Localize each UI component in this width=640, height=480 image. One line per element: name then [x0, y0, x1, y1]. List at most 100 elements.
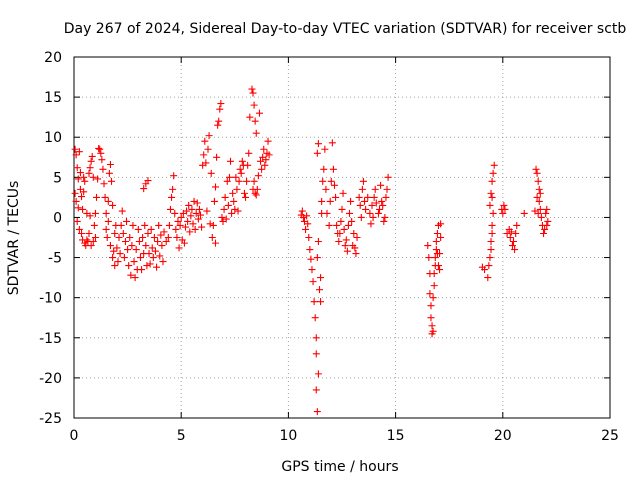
data-point — [159, 258, 167, 266]
data-point — [195, 205, 203, 213]
data-point — [481, 266, 489, 274]
x-axis-label: GPS time / hours — [281, 459, 398, 475]
data-point — [213, 153, 221, 161]
data-point — [343, 247, 351, 255]
data-point — [80, 188, 88, 196]
y-axis: -25 -20 -15 -10 -5 0 5 10 15 20 — [39, 50, 610, 427]
data-point — [307, 255, 315, 263]
data-point — [153, 263, 161, 271]
data-point — [170, 172, 178, 180]
data-point — [72, 151, 80, 159]
data-point — [88, 152, 96, 160]
data-point — [507, 228, 515, 236]
data-point — [102, 225, 110, 233]
data-point — [250, 101, 258, 109]
data-point — [73, 217, 81, 225]
data-point — [154, 238, 162, 246]
data-point — [338, 205, 346, 213]
data-point — [202, 159, 210, 167]
data-point — [313, 149, 321, 157]
data-point — [312, 386, 320, 394]
data-point — [198, 223, 206, 231]
data-point — [80, 173, 88, 181]
data-point — [158, 242, 166, 250]
data-point — [534, 177, 542, 185]
data-point — [83, 236, 91, 244]
data-point — [190, 197, 198, 205]
data-point — [353, 234, 361, 241]
data-point — [231, 205, 239, 213]
data-point — [487, 246, 495, 254]
data-point — [262, 156, 270, 164]
y-tick-label: 20 — [44, 50, 62, 66]
data-point — [176, 221, 184, 229]
data-point — [503, 229, 511, 237]
data-point — [189, 220, 197, 228]
data-point — [328, 139, 336, 147]
data-point — [432, 238, 440, 246]
data-point — [533, 169, 541, 177]
data-point — [312, 334, 320, 342]
data-point — [541, 225, 549, 233]
y-tick-label: 10 — [44, 130, 62, 146]
data-point — [228, 209, 236, 217]
x-tick-label: 10 — [279, 428, 297, 444]
y-tick-label: -20 — [39, 371, 62, 387]
data-point — [520, 209, 528, 217]
data-point — [119, 229, 127, 237]
data-point — [87, 242, 95, 250]
data-series — [71, 85, 552, 416]
data-point — [358, 185, 366, 193]
data-point — [367, 220, 375, 228]
data-point — [381, 213, 389, 221]
data-point — [87, 157, 95, 165]
data-point — [540, 229, 548, 237]
data-point — [103, 234, 111, 241]
data-point — [252, 191, 260, 199]
data-point — [207, 169, 215, 177]
data-point — [433, 229, 441, 237]
data-point — [131, 274, 139, 282]
data-point — [258, 165, 266, 173]
data-point — [431, 254, 439, 262]
y-tick-label: -15 — [39, 331, 62, 347]
data-point — [180, 239, 188, 247]
data-point — [436, 266, 444, 274]
data-point — [380, 217, 388, 225]
data-point — [215, 117, 223, 125]
data-point — [313, 408, 321, 416]
data-point — [237, 169, 245, 177]
data-point — [200, 151, 208, 159]
y-tick-label: 5 — [53, 170, 62, 186]
data-point — [314, 370, 322, 378]
data-point — [427, 302, 435, 310]
data-point — [192, 209, 200, 217]
data-point — [186, 228, 194, 236]
data-point — [326, 197, 334, 205]
data-point — [126, 234, 134, 241]
x-tick-label: 20 — [494, 428, 512, 444]
data-point — [138, 266, 146, 274]
data-point — [357, 213, 365, 221]
x-tick-label: 15 — [387, 428, 405, 444]
data-point — [366, 209, 374, 217]
data-point — [134, 225, 142, 233]
data-point — [320, 165, 328, 173]
data-point — [298, 207, 306, 215]
data-point — [212, 183, 220, 191]
data-point — [229, 189, 237, 197]
data-point — [309, 278, 317, 286]
data-point — [511, 246, 519, 254]
data-point — [214, 121, 222, 129]
data-point — [95, 144, 103, 152]
data-point — [434, 262, 442, 270]
data-point — [156, 252, 164, 260]
y-axis-label: SDTVAR / TECUs — [6, 181, 22, 296]
data-point — [371, 185, 379, 193]
chart-title: Day 267 of 2024, Sidereal Day-to-day VTE… — [64, 21, 627, 37]
data-point — [335, 238, 343, 246]
data-point — [135, 238, 143, 246]
data-point — [120, 254, 128, 262]
data-point — [337, 217, 345, 225]
